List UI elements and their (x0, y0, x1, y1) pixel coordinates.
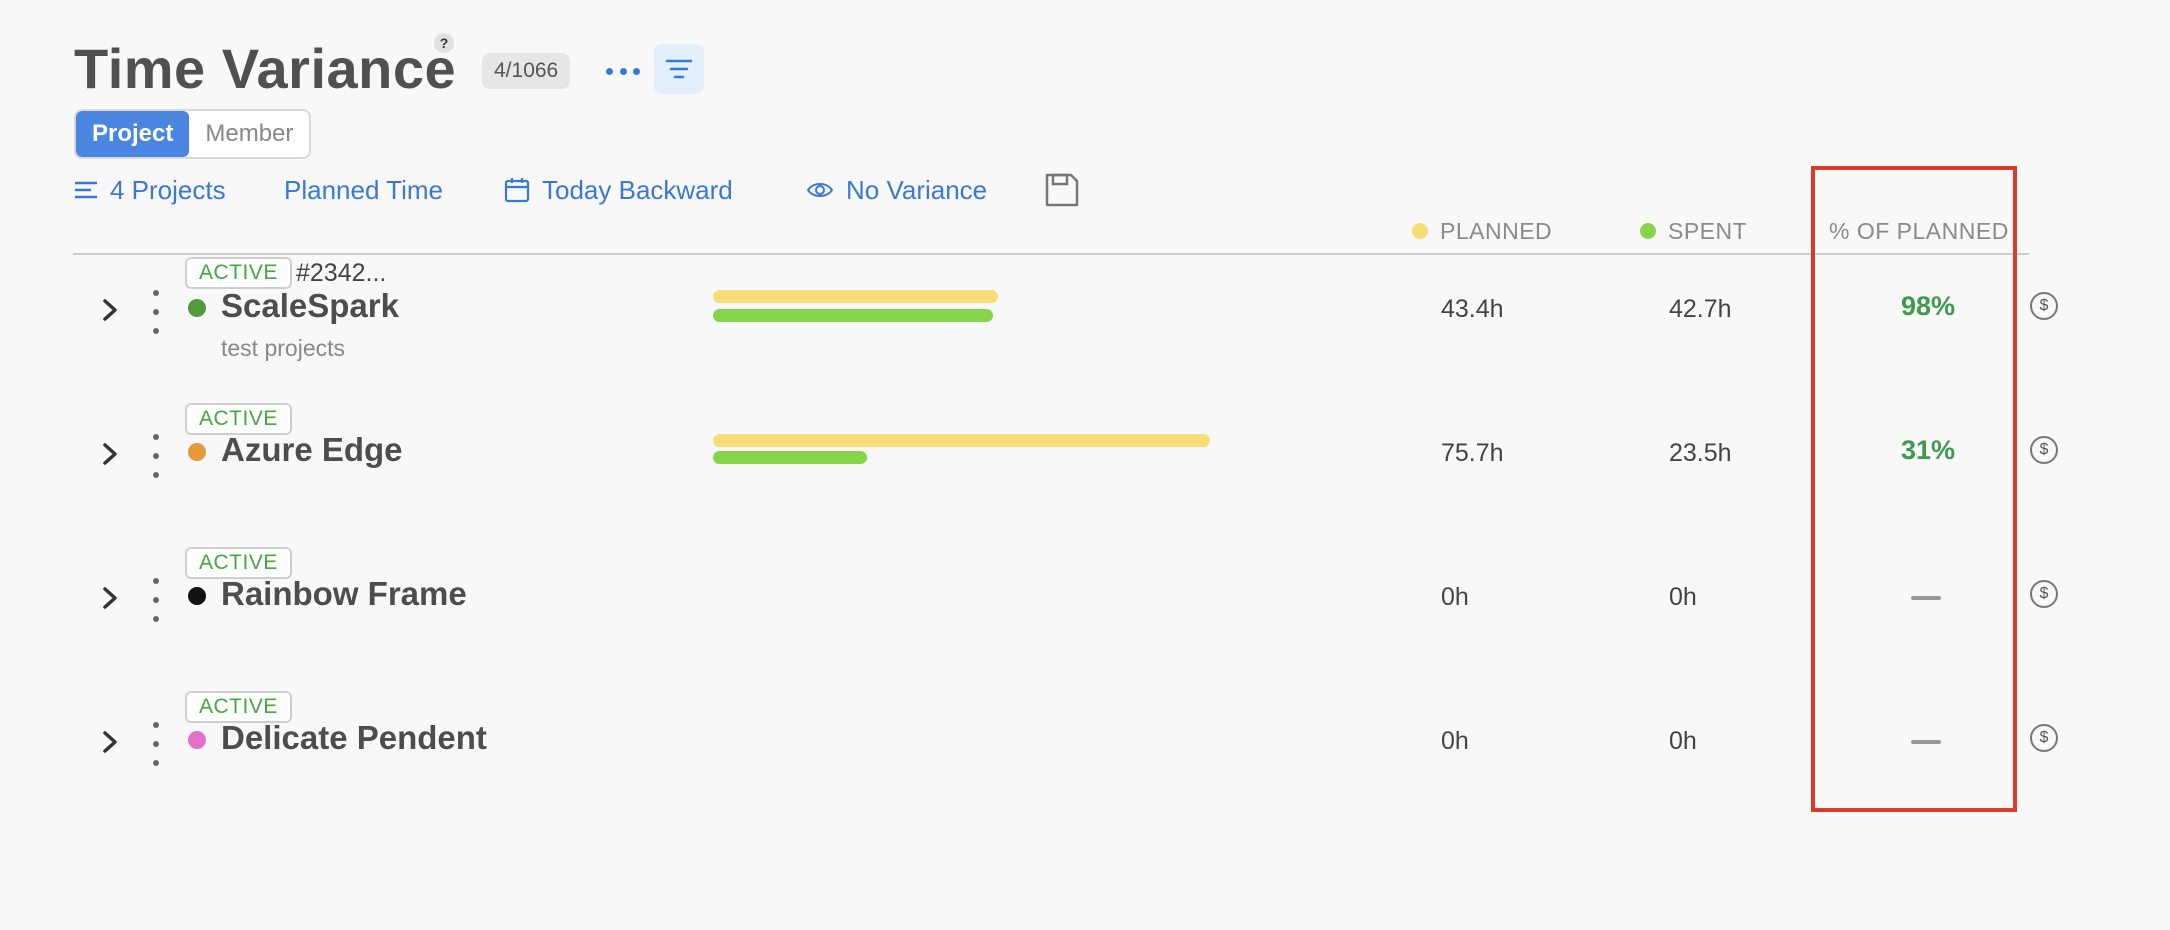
project-color-dot (188, 299, 206, 317)
spent-value: 0h (1669, 727, 1697, 755)
help-icon[interactable]: ? (434, 33, 454, 53)
project-color-dot (188, 587, 206, 605)
status-badge: ACTIVE (185, 257, 292, 289)
project-name[interactable]: ScaleSpark (221, 287, 399, 324)
project-name[interactable]: Azure Edge (221, 431, 403, 468)
billing-dollar-icon[interactable]: $ (2030, 292, 2058, 320)
table-row[interactable]: ACTIVE Rainbow Frame 0h 0h $ (0, 543, 2170, 687)
percent-value: 98% (1900, 291, 1956, 321)
project-name[interactable]: Rainbow Frame (221, 575, 467, 612)
spent-column-label: SPENT (1668, 217, 1748, 244)
billing-dollar-icon[interactable]: $ (2030, 436, 2058, 464)
spent-value: 23.5h (1669, 439, 1732, 467)
row-menu-icon[interactable] (150, 722, 162, 766)
calendar-icon (504, 178, 530, 203)
eye-icon (806, 183, 834, 197)
chevron-right-icon[interactable] (98, 439, 122, 469)
chevron-right-icon[interactable] (98, 583, 122, 613)
table-row[interactable]: ACTIVE #2342... ScaleSpark test projects… (0, 255, 2170, 399)
planned-column-header[interactable]: PLANNED (1412, 215, 1552, 247)
spent-column-header[interactable]: SPENT (1640, 215, 1747, 247)
projects-filter-label: 4 Projects (110, 174, 226, 205)
variance-label: No Variance (846, 174, 988, 205)
project-subtitle: test projects (221, 335, 345, 361)
planned-value: 0h (1441, 583, 1469, 611)
status-badge: ACTIVE (185, 547, 292, 579)
view-toggle: Project Member (74, 109, 312, 159)
save-view-button[interactable] (1044, 170, 1092, 210)
spent-value: 0h (1669, 583, 1697, 611)
percent-column-label: % OF PLANNED (1829, 217, 2009, 244)
planned-value: 0h (1441, 727, 1469, 755)
spent-bar (713, 309, 993, 322)
percent-value: 31% (1900, 435, 1956, 465)
table-row[interactable]: ACTIVE Delicate Pendent 0h 0h $ (0, 687, 2170, 831)
count-badge: 4/1066 (482, 53, 571, 89)
billing-dollar-icon[interactable]: $ (2030, 580, 2058, 608)
variance-filter[interactable]: No Variance (806, 170, 987, 210)
more-horizontal-icon[interactable] (606, 58, 640, 84)
save-icon (1045, 173, 1079, 207)
planned-legend-dot (1412, 223, 1428, 239)
project-id: #2342... (296, 259, 387, 287)
chevron-right-icon[interactable] (98, 295, 122, 325)
header-divider (73, 253, 2029, 255)
toggle-member[interactable]: Member (205, 120, 294, 147)
row-menu-icon[interactable] (150, 434, 162, 478)
project-color-dot (188, 443, 206, 461)
planned-bar (713, 290, 998, 303)
spent-value: 42.7h (1669, 295, 1732, 323)
planned-bar (713, 434, 1210, 447)
no-value-dash (1911, 596, 1941, 600)
row-menu-icon[interactable] (150, 578, 162, 622)
spent-legend-dot (1640, 223, 1656, 239)
project-color-dot (188, 731, 206, 749)
list-icon (75, 181, 97, 199)
date-range-filter[interactable]: Today Backward (504, 170, 733, 210)
planned-value: 75.7h (1441, 439, 1504, 467)
planned-column-label: PLANNED (1440, 217, 1553, 244)
percent-column-highlight (1811, 166, 2017, 812)
status-badge: ACTIVE (185, 403, 292, 435)
percent-column-header[interactable]: % OF PLANNED (1829, 215, 2009, 247)
spent-bar (713, 451, 867, 464)
chevron-right-icon[interactable] (98, 727, 122, 757)
table-row[interactable]: ACTIVE Azure Edge 75.7h 23.5h 31% $ (0, 399, 2170, 543)
filter-icon[interactable] (654, 44, 704, 94)
planned-time-label: Planned Time (284, 174, 443, 205)
no-value-dash (1911, 740, 1941, 744)
project-name[interactable]: Delicate Pendent (221, 719, 487, 756)
row-menu-icon[interactable] (150, 290, 162, 334)
toggle-project[interactable]: Project (76, 111, 190, 157)
page-title: Time Variance (74, 37, 457, 100)
planned-value: 43.4h (1441, 295, 1504, 323)
projects-filter[interactable]: 4 Projects (74, 170, 226, 210)
billing-dollar-icon[interactable]: $ (2030, 724, 2058, 752)
planned-time-filter[interactable]: Planned Time (284, 170, 443, 210)
status-badge: ACTIVE (185, 691, 292, 723)
date-range-label: Today Backward (542, 174, 733, 205)
